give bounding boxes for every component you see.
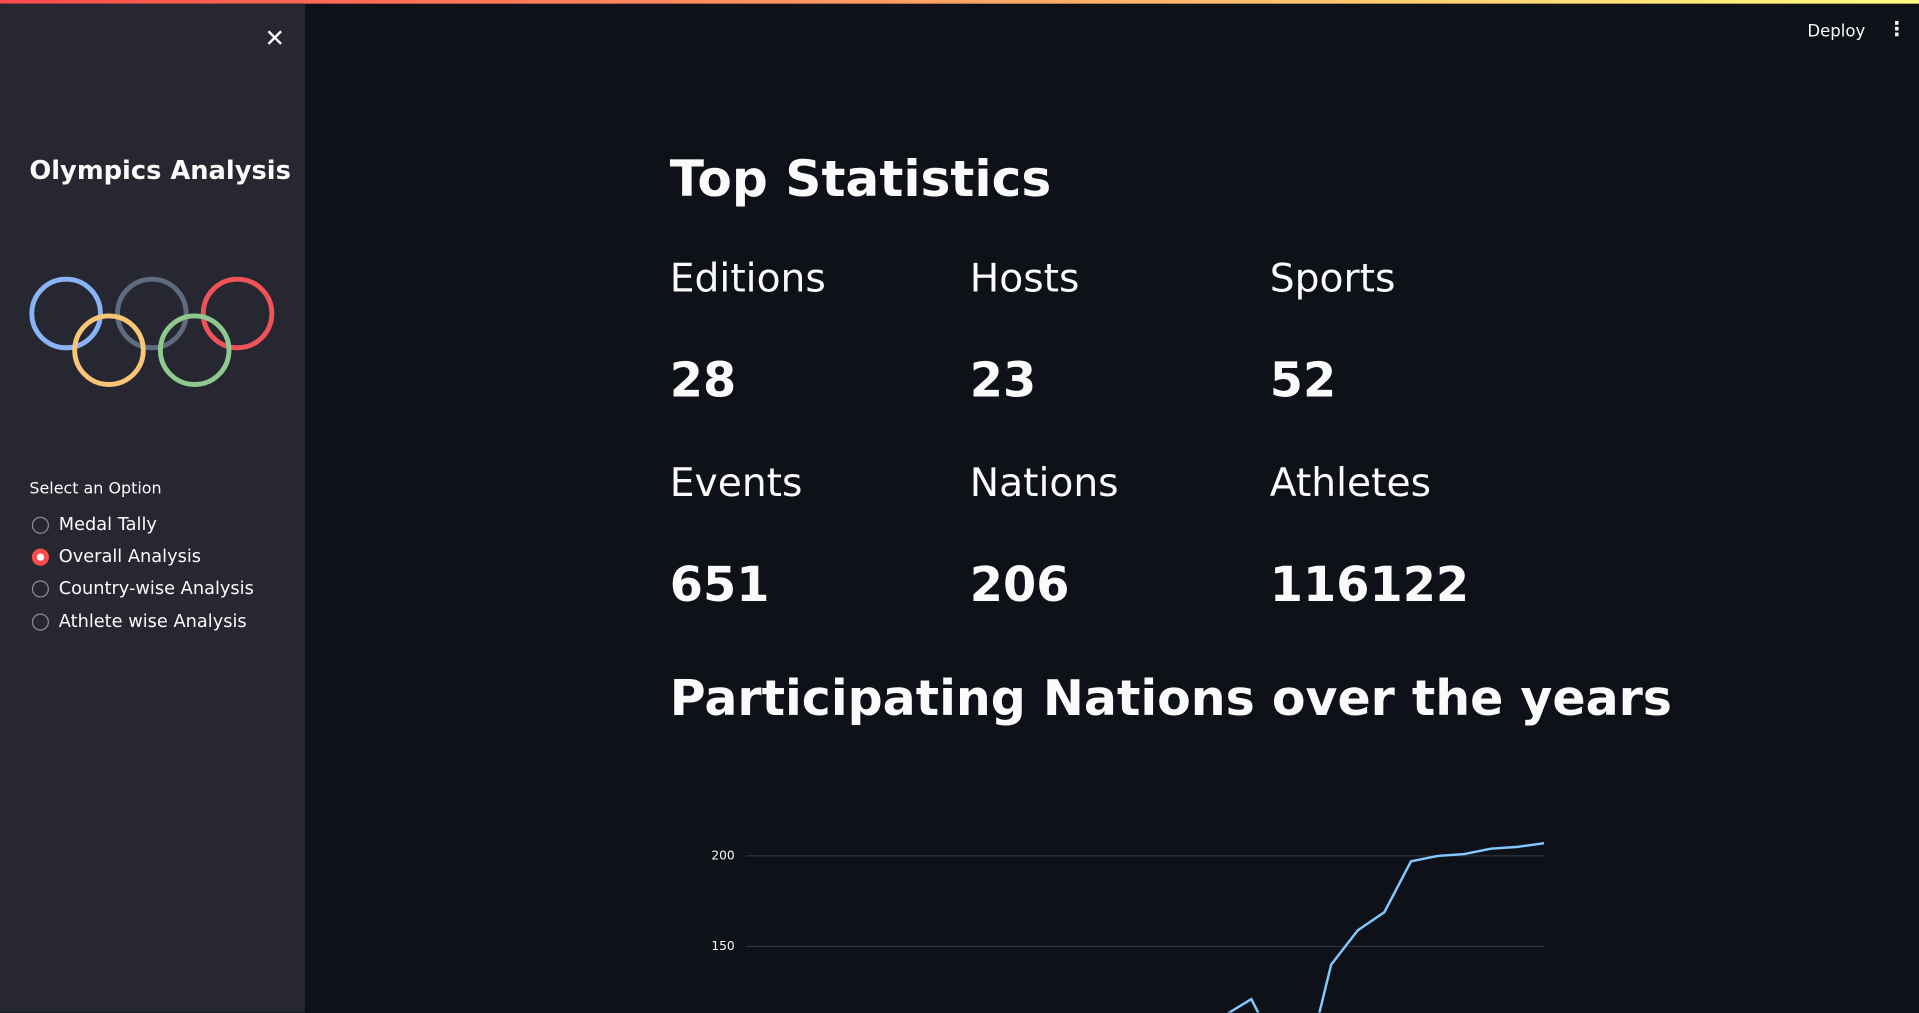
radio-circle bbox=[31, 612, 49, 631]
sidebar: ✕ Olympics Analysis Select an Option Med… bbox=[0, 3, 305, 1013]
radio-option[interactable]: Overall Analysis bbox=[31, 547, 202, 568]
metric-value: 52 bbox=[1269, 353, 1337, 409]
y-tick-label: 150 bbox=[711, 939, 734, 953]
metric-label: Athletes bbox=[1269, 459, 1431, 506]
metric-label: Hosts bbox=[969, 254, 1080, 302]
close-button[interactable]: ✕ bbox=[264, 23, 286, 53]
radio-option[interactable]: Athlete wise Analysis bbox=[31, 611, 247, 632]
metric-value: 206 bbox=[969, 558, 1070, 614]
radio-label: Country-wise Analysis bbox=[58, 579, 254, 600]
main-menu[interactable]: ⋮ bbox=[1886, 17, 1907, 41]
radio-label: Athlete wise Analysis bbox=[58, 611, 247, 632]
metric-label: Nations bbox=[969, 459, 1119, 506]
metric-label: Sports bbox=[1269, 254, 1396, 302]
olympic-rings bbox=[29, 276, 275, 387]
radio-label: Medal Tally bbox=[58, 515, 157, 536]
radio-circle bbox=[31, 580, 49, 599]
chart-title: Participating Nations over the years bbox=[669, 671, 1672, 728]
section-title: Top Statistics bbox=[669, 149, 1052, 209]
y-tick-label: 200 bbox=[711, 848, 734, 862]
radio-option[interactable]: Country-wise Analysis bbox=[31, 579, 254, 600]
top-decoration bbox=[0, 0, 1919, 4]
metric-value: 651 bbox=[669, 558, 770, 614]
select-label: Select an Option bbox=[29, 480, 162, 499]
radio-circle bbox=[31, 516, 49, 534]
data-line bbox=[1226, 841, 1545, 1013]
radio-label: Overall Analysis bbox=[58, 547, 202, 568]
metric-value: 23 bbox=[969, 353, 1037, 409]
sidebar-title: Olympics Analysis bbox=[29, 155, 291, 185]
metric-label: Events bbox=[669, 459, 803, 506]
metric-value: 116122 bbox=[1269, 558, 1470, 614]
radio-option[interactable]: Medal Tally bbox=[31, 515, 157, 536]
radio-circle bbox=[31, 548, 49, 566]
deploy-button[interactable]: Deploy bbox=[1807, 22, 1866, 42]
metric-value: 28 bbox=[669, 353, 737, 409]
metric-label: Editions bbox=[669, 254, 826, 302]
